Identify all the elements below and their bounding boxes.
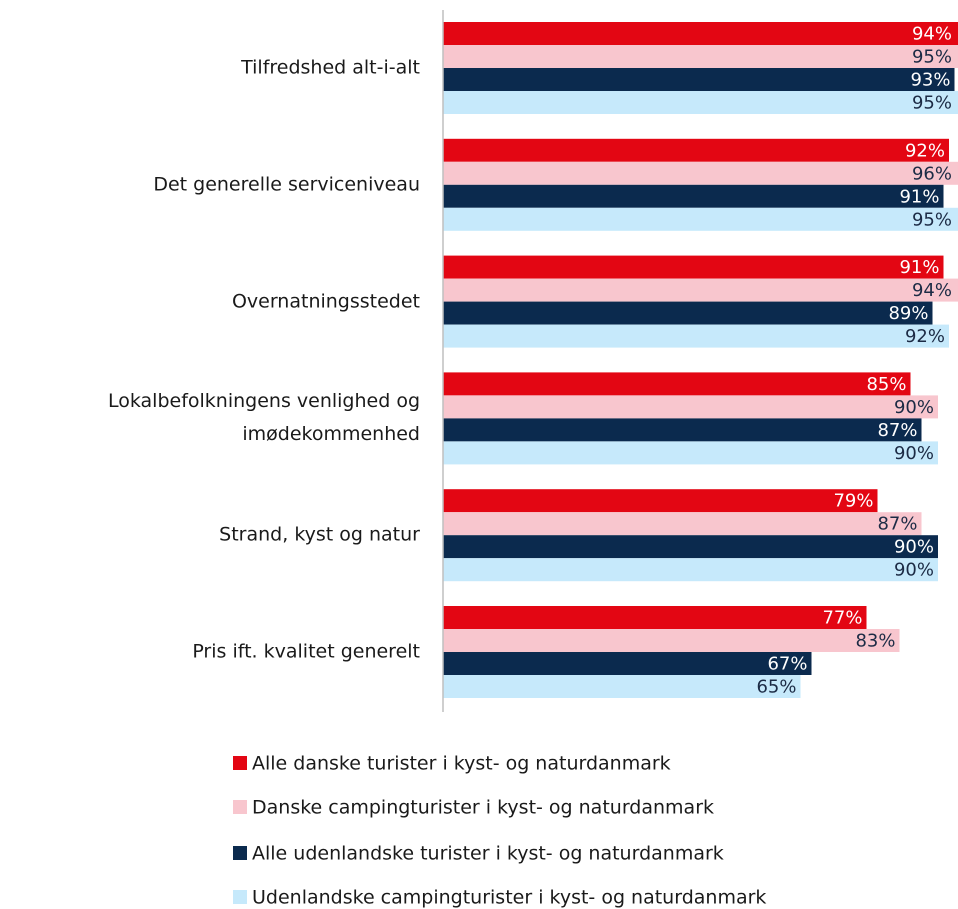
bar: [443, 184, 944, 208]
bar: [443, 161, 958, 185]
value-label: 92%: [905, 326, 945, 347]
bar: [443, 512, 922, 536]
value-label: 92%: [905, 140, 945, 161]
category-label: Overnatningsstedet: [231, 290, 420, 313]
value-label: 93%: [910, 70, 950, 91]
bar: [443, 278, 958, 302]
value-label: 79%: [833, 491, 873, 512]
legend-label: Danske campingturister i kyst- og naturd…: [252, 797, 714, 819]
category-label: Det generelle serviceniveau: [153, 173, 420, 196]
legend-label: Udenlandske campingturister i kyst- og n…: [252, 887, 766, 909]
bar: [443, 22, 958, 45]
category-label: Lokalbefolkningens venlighed og imødekom…: [107, 390, 420, 446]
value-label: 77%: [822, 608, 862, 629]
value-label: 95%: [912, 209, 952, 230]
value-label: 67%: [767, 654, 807, 675]
legend-swatch: [233, 846, 247, 860]
value-label: 95%: [912, 93, 952, 114]
bar: [443, 301, 933, 325]
bar: [443, 675, 801, 698]
plot: [443, 22, 958, 698]
bar: [443, 45, 958, 68]
bar: [443, 558, 938, 582]
value-label: 91%: [899, 186, 939, 207]
bar: [443, 255, 944, 279]
value-label: 87%: [877, 420, 917, 441]
legend-label: Alle udenlandske turister i kyst- og nat…: [252, 843, 724, 865]
category-label: Tilfredshed alt-i-alt: [241, 56, 420, 79]
category-label: Strand, kyst og natur: [219, 523, 420, 546]
legend-swatch: [233, 756, 247, 770]
value-label: 89%: [888, 303, 928, 324]
bar: [443, 138, 949, 162]
value-label: 65%: [756, 677, 796, 698]
bar: [443, 91, 958, 114]
value-label: 90%: [894, 537, 934, 558]
bar: [443, 372, 911, 396]
value-label: 90%: [894, 560, 934, 581]
legend-swatch: [233, 800, 247, 814]
bar: [443, 535, 938, 559]
legend-label: Alle danske turister i kyst- og naturdan…: [252, 753, 671, 775]
bar: [443, 418, 922, 442]
value-label: 94%: [912, 280, 952, 301]
value-label: 87%: [877, 514, 917, 535]
value-label: 90%: [894, 443, 934, 464]
value-label: 90%: [894, 397, 934, 418]
value-label: 91%: [899, 257, 939, 278]
bar: [443, 395, 938, 419]
bar: [443, 629, 900, 652]
legend-swatch: [233, 890, 247, 904]
value-label: 94%: [912, 24, 952, 45]
bar: [443, 489, 878, 513]
value-label: 96%: [912, 163, 952, 184]
value-label: 83%: [855, 631, 895, 652]
value-label: 95%: [912, 47, 952, 68]
bar: [443, 652, 812, 675]
bar: [443, 207, 958, 231]
bar: [443, 68, 955, 91]
value-label: 85%: [866, 374, 906, 395]
bar: [443, 441, 938, 465]
bar: [443, 606, 867, 629]
bar: [443, 324, 949, 348]
category-label: Pris ift. kvalitet generelt: [192, 640, 420, 663]
